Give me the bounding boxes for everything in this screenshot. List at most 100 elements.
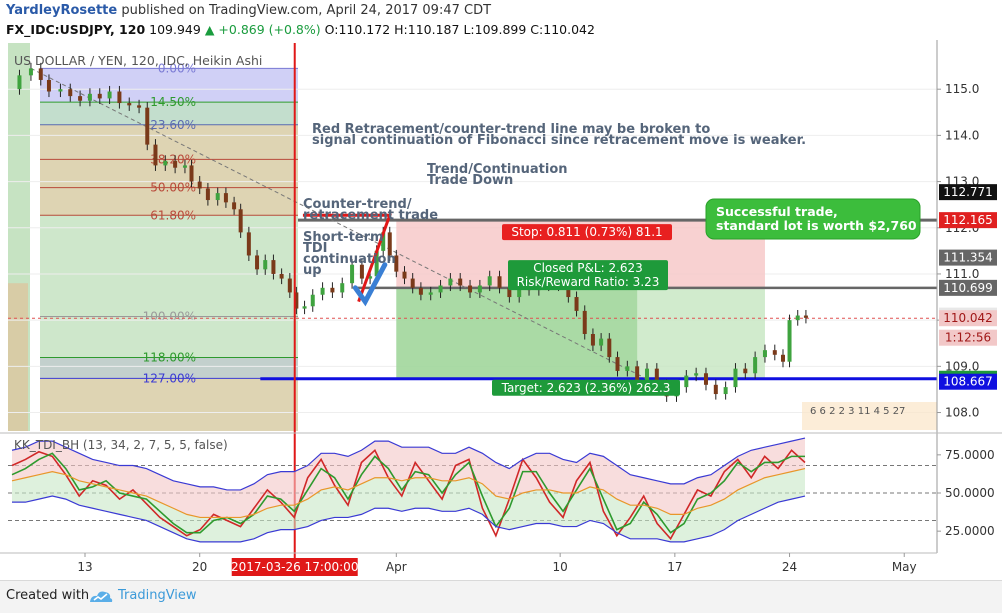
candle-body (197, 181, 202, 189)
time-tick-label: 20 (192, 560, 207, 574)
pnl-label-bg (508, 260, 668, 291)
candle-body (97, 93, 102, 99)
time-tick-label: Apr (386, 560, 407, 574)
note-retracement-1: Red Retracement/counter-trend line may b… (312, 122, 710, 137)
price-label-bg (939, 212, 997, 229)
candle-body (87, 93, 92, 101)
candle-body (644, 368, 649, 381)
candle-body (497, 276, 502, 288)
candle-body (205, 188, 210, 201)
symbol-label[interactable]: FX_IDC:USDJPY, 120 (6, 22, 146, 37)
candle-body (145, 107, 150, 145)
candle-body (330, 287, 335, 293)
time-tick-label: 17 (667, 560, 682, 574)
candle-body (287, 278, 292, 293)
candle-body (448, 278, 453, 286)
note-trend-1: Trend/Continuation (427, 162, 568, 177)
price-tick-label: 108.0 (945, 406, 979, 420)
price-label-bg (939, 373, 997, 390)
candle-body (381, 232, 386, 251)
chart-area[interactable]: 0.00%14.50%23.60%38.20%50.00%61.80%100.0… (0, 40, 1002, 580)
candle-body (615, 357, 620, 371)
note-trend-2: Trade Down (427, 173, 513, 188)
candle-body (107, 91, 112, 99)
price-label: 111.354 (939, 249, 997, 266)
indicator-series-line (12, 495, 806, 543)
price-label-text: 110.699 (943, 281, 993, 295)
price-tick-label: 111.0 (945, 267, 979, 281)
price-label: 110.042 (939, 310, 997, 327)
time-tick-label: 10 (553, 560, 568, 574)
tradingview-logo-icon (90, 591, 113, 602)
candle-body (117, 91, 122, 104)
footer-bar: Created with TradingView (0, 580, 1002, 613)
candle-body (684, 375, 689, 388)
candle-body (255, 255, 260, 270)
candle-body (137, 105, 142, 108)
candle-body (402, 271, 407, 279)
candle-body (263, 260, 268, 270)
candle-body (68, 89, 73, 97)
main-chart-title: US DOLLAR / YEN, 120, IDC, Heikin Ashi (14, 53, 262, 68)
price-label-text: 111.354 (943, 251, 993, 265)
candle-body (163, 160, 168, 166)
candle-body (78, 96, 83, 101)
price-label: 108.667 (939, 373, 997, 390)
fib-band (40, 187, 298, 216)
candle-body (246, 232, 251, 256)
fib-band (40, 159, 298, 188)
candle-body (507, 287, 512, 298)
candle-body (294, 292, 299, 309)
candle-body (487, 276, 492, 286)
callout-bg (705, 198, 921, 240)
author-link[interactable]: YardleyRosette (6, 3, 118, 18)
candle-body (713, 384, 718, 395)
candle-body (320, 287, 325, 295)
candle-body (394, 255, 399, 272)
fib-level-label: 127.00% (143, 371, 196, 385)
candle-body (762, 350, 767, 358)
indicator-series-line (11, 467, 806, 519)
candle-body (310, 294, 315, 307)
selected-date-text: 2017-03-26 17:00:00 (231, 560, 358, 574)
indicator-tick-label: 75.0000 (945, 448, 995, 462)
selected-date-bg (231, 558, 358, 576)
tradingview-brand-link[interactable]: TradingView (118, 588, 197, 603)
ohlc-line: FX_IDC:USDJPY, 120 109.949 ▲ +0.869 (+0.… (6, 22, 595, 37)
fib-band (40, 215, 298, 317)
candle-body (733, 368, 738, 388)
price-label-text: 1:12:56 (945, 331, 991, 345)
close-value: C:110.042 (530, 22, 595, 37)
candle-body (599, 338, 604, 346)
price-tick-label: 114.0 (945, 128, 979, 142)
indicator-title: KK_TDI_BH (13, 34, 2, 7, 5, 5, false) (14, 438, 228, 452)
price-tick-label: 109.0 (945, 359, 979, 373)
candle-body (654, 368, 659, 385)
candle-body (803, 315, 808, 318)
candle-body (215, 193, 220, 201)
price-label-text: 108.667 (943, 375, 993, 389)
price-label-bg (939, 329, 997, 346)
candle-body (182, 165, 187, 168)
candle-body (38, 68, 43, 80)
fib-level-label: 100.00% (143, 309, 196, 323)
publish-line: YardleyRosette published on TradingView.… (6, 3, 491, 18)
filled-target-zone (396, 287, 638, 379)
price-tick-label: 115.0 (945, 82, 979, 96)
candle-body (574, 297, 579, 311)
note-retracement-2: signal continuation of Fibonacci since r… (312, 133, 806, 148)
candle-body (703, 373, 708, 385)
callout-line-2: standard lot is worth $2,760 (716, 218, 917, 233)
fib-band (40, 68, 298, 103)
candle-body (694, 373, 699, 376)
fib-level-label: 61.80% (150, 208, 196, 222)
candle-body (189, 165, 194, 182)
fib-level-label: 23.60% (150, 118, 196, 132)
pnl-label-line-2: Risk/Reward Ratio: 3.23 (517, 275, 660, 289)
price-label-bg (939, 184, 997, 201)
candle-body (438, 285, 443, 293)
candle-body (28, 68, 33, 76)
price-label-text: 110.042 (943, 311, 993, 325)
fib-band (40, 316, 298, 358)
